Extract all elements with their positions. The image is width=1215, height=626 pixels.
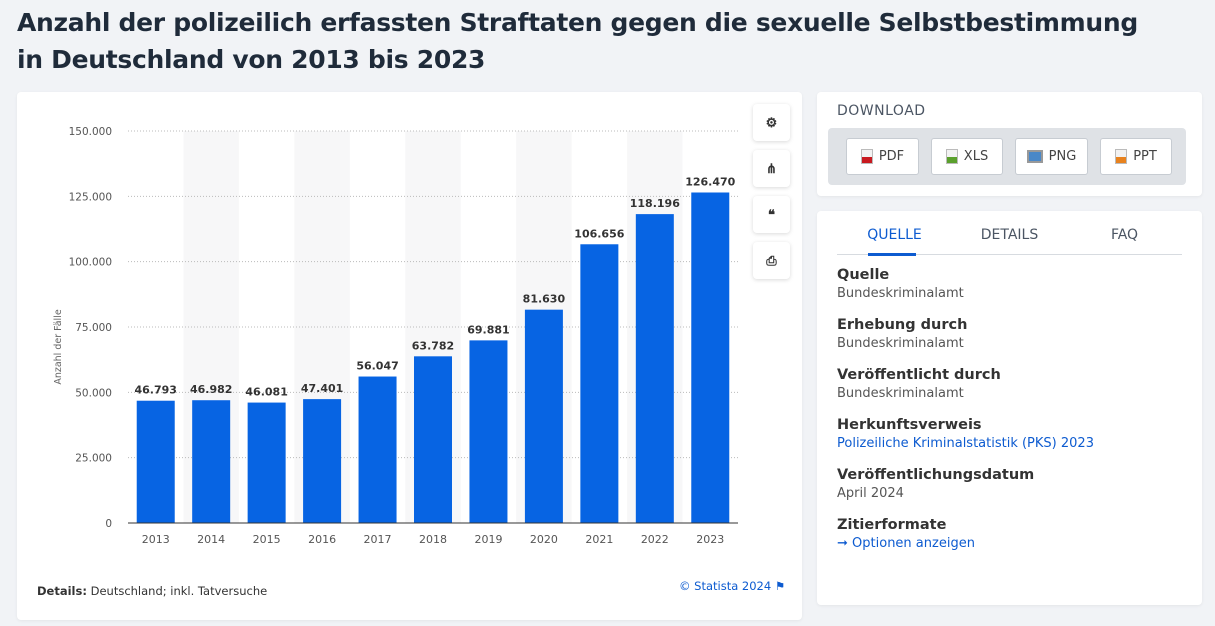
x-tick-label: 2020 [530, 533, 558, 546]
data-label: 46.081 [245, 386, 287, 399]
bar-2023 [691, 192, 730, 523]
print-icon: ⎙ [766, 252, 777, 268]
bar-chart: 0 25.000 50.000 75.000 100.000 125.000 150.000… [53, 126, 738, 546]
x-tick-label: 2018 [419, 533, 447, 546]
y-tick-label: 0 [105, 518, 112, 530]
x-tick-label: 2013 [142, 533, 170, 546]
survey-label: Erhebung durch [837, 317, 968, 333]
bar-2021 [580, 244, 619, 523]
png-label: PNG [1048, 149, 1077, 164]
y-tick-label: 125.000 [69, 191, 112, 203]
bar-2013 [136, 400, 175, 523]
x-tick-label: 2021 [585, 533, 613, 546]
chart-details: Details: Deutschland; inkl. Tatversuche [37, 584, 267, 598]
pdf-file-icon [860, 149, 873, 164]
x-tick-label: 2014 [197, 533, 225, 546]
source-card: QUELLE DETAILS FAQ Quelle Bundeskriminala… [817, 211, 1202, 605]
share-icon: ⋔ [766, 160, 777, 176]
bar-2016 [303, 399, 342, 523]
page-title: Anzahl der polizeilich erfassten Strafta… [17, 8, 1138, 74]
citation-options-text: Optionen anzeigen [852, 536, 975, 551]
y-tick-label: 100.000 [69, 257, 112, 269]
bar-2015 [247, 402, 286, 523]
y-axis-label: Anzahl der Fälle [53, 309, 64, 385]
download-xls-button[interactable]: XLS [931, 138, 1003, 175]
ppt-file-icon [1115, 149, 1128, 164]
info-tabs: QUELLE DETAILS FAQ [837, 227, 1182, 256]
tab-details[interactable]: DETAILS [980, 227, 1039, 243]
source-value: Bundeskriminalamt [837, 286, 964, 301]
citation-label: Zitierformate [837, 517, 947, 533]
details-label: Details: [37, 584, 87, 598]
download-png-button[interactable]: PNG [1015, 138, 1088, 175]
settings-button[interactable]: ⚙ [753, 104, 790, 141]
arrow-right-icon: ➞ [837, 536, 848, 551]
ppt-label: PPT [1133, 149, 1157, 164]
data-label: 118.196 [630, 197, 680, 210]
data-label: 56.047 [356, 360, 398, 373]
xls-file-icon [945, 149, 958, 164]
quote-icon: ❝ [768, 206, 775, 222]
data-label: 47.401 [301, 382, 343, 395]
data-label: 126.470 [685, 175, 735, 188]
reference-link[interactable]: Polizeiliche Kriminalstatistik (PKS) 202… [837, 436, 1094, 451]
bar-2019 [469, 340, 508, 523]
data-label: 46.982 [190, 383, 232, 396]
survey-value: Bundeskriminalamt [837, 336, 964, 351]
download-ppt-button[interactable]: PPT [1100, 138, 1172, 175]
download-heading: DOWNLOAD [837, 103, 926, 119]
bar-2017 [358, 376, 397, 523]
download-pdf-button[interactable]: PDF [846, 138, 919, 175]
data-label: 46.793 [135, 384, 177, 397]
reference-label: Herkunftsverweis [837, 417, 982, 433]
y-tick-label: 75.000 [75, 322, 112, 334]
x-tick-label: 2015 [253, 533, 281, 546]
y-tick-label: 50.000 [75, 387, 112, 399]
source-info: Quelle Bundeskriminalamt Erhebung durch Bu… [837, 267, 1094, 567]
chart-card: 0 25.000 50.000 75.000 100.000 125.000 150.000… [17, 92, 802, 620]
statista-credit[interactable]: © Statista 2024 ⚑ [679, 579, 785, 593]
bar-2020 [524, 309, 563, 523]
x-tick-label: 2017 [364, 533, 392, 546]
download-bar: PDF XLS PNG PPT [828, 128, 1186, 185]
cite-button[interactable]: ❝ [753, 196, 790, 233]
download-card: DOWNLOAD PDF XLS PNG PPT [817, 92, 1202, 196]
xls-label: XLS [963, 149, 989, 164]
data-label: 106.656 [574, 227, 624, 240]
bar-2014 [192, 400, 231, 523]
tab-faq[interactable]: FAQ [1110, 227, 1139, 243]
citation-options-link[interactable]: ➞ Optionen anzeigen [837, 536, 975, 551]
tab-quelle[interactable]: QUELLE [867, 227, 922, 243]
source-label: Quelle [837, 267, 890, 283]
bar-2022 [635, 214, 674, 524]
publisher-value: Bundeskriminalamt [837, 386, 964, 401]
gear-icon: ⚙ [765, 114, 778, 130]
data-label: 63.782 [412, 339, 454, 352]
data-label: 81.630 [523, 293, 566, 306]
active-tab-indicator [868, 253, 916, 256]
x-tick-label: 2019 [474, 533, 502, 546]
details-text: Deutschland; inkl. Tatversuche [90, 584, 268, 598]
print-button[interactable]: ⎙ [753, 242, 790, 279]
flag-icon: ⚑ [774, 579, 786, 593]
credit-text: © Statista 2024 [679, 579, 772, 593]
png-image-icon [1026, 150, 1043, 163]
y-tick-label: 150.000 [69, 126, 112, 138]
date-value: April 2024 [837, 486, 904, 501]
y-tick-label: 25.000 [75, 453, 112, 465]
x-tick-label: 2016 [308, 533, 336, 546]
date-label: Veröffentlichungsdatum [837, 467, 1035, 483]
x-tick-label: 2023 [696, 533, 724, 546]
publisher-label: Veröffentlicht durch [837, 367, 1001, 383]
pdf-label: PDF [878, 149, 905, 164]
x-tick-label: 2022 [641, 533, 669, 546]
bar-2018 [414, 356, 452, 523]
share-button[interactable]: ⋔ [753, 150, 790, 187]
data-label: 69.881 [467, 323, 509, 336]
